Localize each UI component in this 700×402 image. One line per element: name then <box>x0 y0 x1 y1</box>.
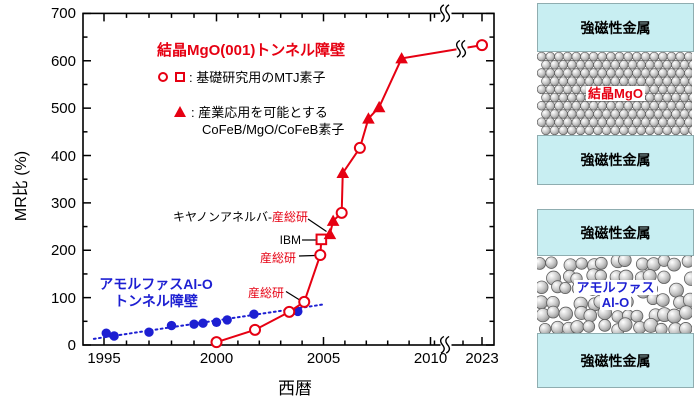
axis-break-marks <box>439 4 468 354</box>
y-tick-label: 700 <box>50 5 76 23</box>
legend-triangle: : 産業応用を可能とする <box>174 102 328 121</box>
chart-title: 結晶MgO(001)トンネル障壁 <box>156 42 346 59</box>
x-tick-label: 2010 <box>413 350 448 367</box>
barrier-label: アモルファス <box>574 279 657 295</box>
ferromagnet-layer-label: 強磁性金属 <box>537 333 694 388</box>
annotation-red-text: 産総研 <box>271 210 308 224</box>
ferromagnet-layer-label: 強磁性金属 <box>537 135 694 185</box>
amorphous-spheres <box>537 256 692 333</box>
annotation-aist-230: 産総研 <box>260 249 296 266</box>
ferromagnet-layer-label: 強磁性金属 <box>537 209 694 256</box>
annotation-canon-anelva-aist: キヤノンアネルバ-産総研 <box>173 208 308 225</box>
legend-open-square-icon <box>175 71 185 82</box>
annotation-aist-88: 産総研 <box>248 284 284 301</box>
x-tick-label: 2023 <box>465 350 499 367</box>
annotation-black-text: キヤノンアネルバ- <box>172 210 272 224</box>
ferromagnet-layer-label: 強磁性金属 <box>537 3 694 52</box>
legend-triangle-icon <box>174 106 186 117</box>
x-tick-label: 2000 <box>199 350 234 367</box>
legend-open-markers-label: : 基礎研究用のMTJ素子 <box>189 70 326 85</box>
crystal-mgo-barrier: 結晶MgO <box>537 52 694 135</box>
legend-triangle-label-line2: CoFeB/MgO/CoFeB素子 <box>202 122 345 137</box>
schematic-crystal-mgo-junction: 強磁性金属 結晶MgO 強磁性金属 <box>537 3 694 185</box>
y-tick-label: 200 <box>50 242 76 260</box>
y-tick-label: 600 <box>50 52 76 70</box>
y-tick-label: 300 <box>50 194 76 212</box>
legend-open-circle-icon <box>158 71 168 82</box>
y-tick-label: 100 <box>50 289 76 307</box>
y-axis-title: MR比 (%) <box>13 150 30 222</box>
amorphous-alo-barrier: アモルファス Al-O <box>537 256 694 333</box>
barrier-label: 結晶MgO <box>586 86 645 101</box>
annotation-ibm: IBM <box>280 233 301 247</box>
x-axis-title: 西暦 <box>278 379 312 398</box>
y-tick-label: 0 <box>67 337 76 354</box>
y-tick-label: 500 <box>50 100 76 118</box>
y-tick-label: 400 <box>50 147 76 165</box>
plot-axes <box>82 12 495 346</box>
legend-triangle-label-line1: : 産業応用を可能とする <box>191 105 328 120</box>
annotation-red-text: 産総研 <box>247 286 284 300</box>
barrier-label-line2: Al-O <box>599 294 632 310</box>
series-label-amorphous-line1: アモルファスAl-O <box>99 276 213 292</box>
x-tick-label: 2005 <box>306 350 341 367</box>
x-tick-label: 1995 <box>87 350 121 367</box>
annotation-black-text: IBM <box>279 233 301 247</box>
annotation-red-text: 産総研 <box>259 251 296 265</box>
series-crystal-mgo-markers <box>210 39 488 349</box>
legend-open-markers: : 基礎研究用のMTJ素子 <box>158 69 326 85</box>
series-label-amorphous-line2: トンネル障壁 <box>114 293 198 309</box>
annotation-connectors <box>285 218 327 302</box>
schematic-amorphous-alo-junction: 強磁性金属 アモルファス Al-O 強磁性金属 <box>537 209 694 388</box>
